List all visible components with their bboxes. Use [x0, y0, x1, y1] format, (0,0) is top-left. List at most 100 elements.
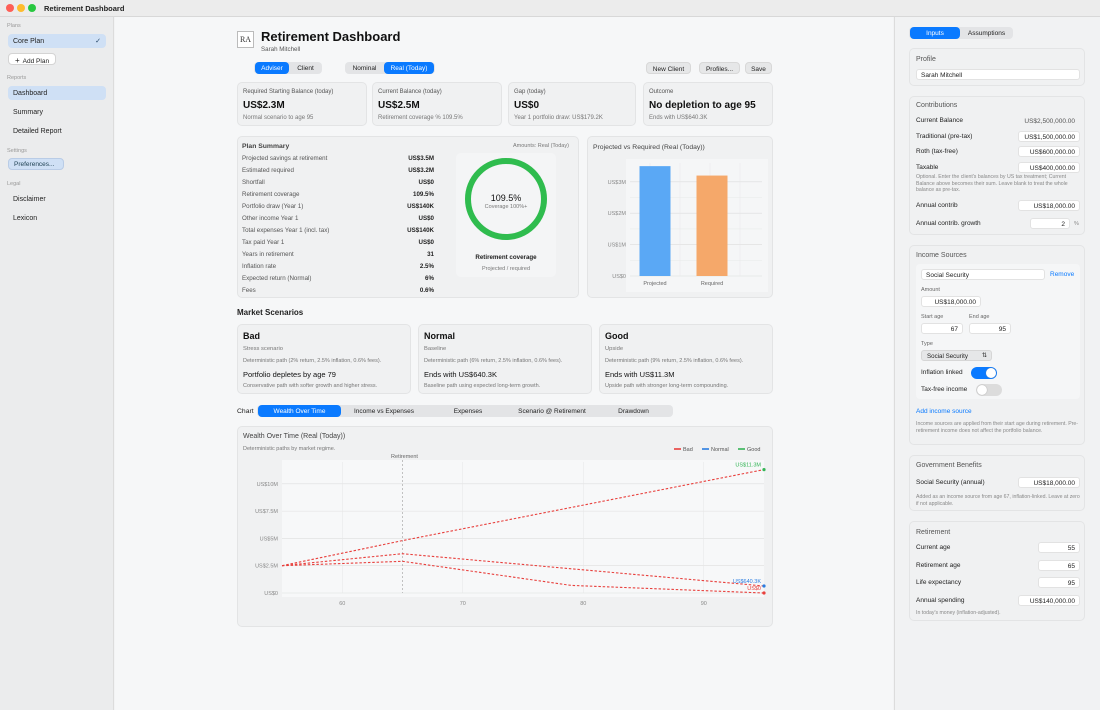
scenario-kind: Stress scenario — [243, 346, 283, 352]
summary-row-label: Estimated required — [242, 167, 294, 174]
social-security-label: Social Security (annual) — [916, 479, 985, 486]
contribution-field[interactable]: US$400,000.00 — [1018, 161, 1080, 173]
retirement-field[interactable]: 65 — [1038, 559, 1080, 571]
scenario-path: Deterministic path (6% return, 2.5% infl… — [424, 358, 563, 364]
scenario-result: Ends with US$11.3M — [605, 370, 675, 379]
sidebar-item-disclaimer[interactable]: Disclaimer — [13, 196, 46, 203]
retirement-label: Retirement age — [916, 561, 961, 569]
section-settings: Settings — [7, 148, 27, 154]
tab-wealth-over-time[interactable]: Wealth Over Time — [258, 405, 341, 417]
contribution-field[interactable]: US$1,500,000.00 — [1018, 130, 1080, 142]
end-label-normal: US$640.3K — [733, 579, 761, 585]
inflation-linked-toggle[interactable] — [971, 367, 997, 379]
income-note: Income sources are applied from their st… — [916, 421, 1079, 434]
y-tick-label: US$0 — [612, 274, 626, 280]
sidebar-item-lexicon[interactable]: Lexicon — [13, 215, 38, 222]
scenario-desc: Conservative path with softer growth and… — [243, 383, 378, 389]
y-tick-label: US$10M — [257, 482, 279, 488]
legend-label: Good — [747, 447, 760, 453]
tab-drawdown[interactable]: Drawdown — [618, 408, 649, 415]
tab-nominal[interactable]: Nominal — [352, 65, 377, 72]
legend-label: Normal — [711, 447, 729, 453]
profile-name-field[interactable]: Sarah Mitchell — [916, 69, 1080, 80]
y-tick-label: US$7.5M — [255, 509, 278, 515]
scenario-path: Deterministic path (2% return, 2.5% infl… — [243, 358, 382, 364]
social-security-field[interactable]: US$18,000.00 — [1018, 477, 1080, 488]
tab-assumptions[interactable]: Assumptions — [967, 30, 1006, 37]
tab-real-today[interactable]: Real (Today) — [384, 62, 434, 74]
contributions-note: Optional. Enter the client's balances by… — [916, 174, 1068, 193]
summary-row: Total expenses Year 1 (incl. tax) US$140K — [242, 227, 434, 239]
checkmark-icon: ✓ — [95, 38, 101, 45]
tab-adviser[interactable]: Adviser — [255, 62, 289, 74]
stat-sub: Retirement coverage % 109.5% — [378, 115, 463, 121]
summary-row: Fees 0.6% — [242, 287, 434, 299]
start-age-field[interactable]: 67 — [921, 323, 963, 334]
retirement-field[interactable]: 55 — [1038, 542, 1080, 553]
contribution-label: Taxable — [916, 163, 939, 171]
annual-contrib-field[interactable]: US$18,000.00 — [1018, 200, 1080, 211]
amount-label: Amount — [921, 287, 940, 293]
legend-item-bad: Bad — [674, 447, 693, 453]
add-plan-button[interactable]: + Add Plan — [8, 53, 57, 65]
section-plans: Plans — [7, 23, 21, 29]
new-client-button[interactable]: New Client — [646, 62, 691, 74]
projected-vs-required-card: Projected vs Required (Real (Today)) US$… — [587, 136, 773, 298]
save-button[interactable]: Save — [745, 62, 772, 74]
gauge-caption: Projected / required — [482, 266, 530, 272]
remove-source-link[interactable]: Remove — [1050, 271, 1075, 278]
amounts-note: Amounts: Real (Today) — [513, 143, 569, 149]
main-content: RA Retirement Dashboard Sarah Mitchell A… — [115, 17, 893, 710]
series-endpoint-normal — [762, 584, 766, 588]
bar-required — [696, 175, 728, 276]
retirement-label: Retirement — [391, 454, 418, 460]
wealth-chart: US$10M US$7.5M US$5M US$2.5M US$0 60 70 80 90 Ret… — [255, 447, 766, 607]
tab-inputs[interactable]: Inputs — [910, 27, 960, 39]
tab-client[interactable]: Client — [297, 65, 314, 72]
scenario-name: Good — [605, 331, 629, 341]
close-window-button[interactable] — [6, 4, 14, 12]
type-select-value: Social Security — [927, 353, 968, 360]
gauge-arc — [465, 158, 547, 240]
minimize-window-button[interactable] — [17, 4, 25, 12]
contribution-field[interactable]: US$600,000.00 — [1018, 146, 1080, 157]
summary-row-value: 31 — [427, 251, 434, 258]
y-tick-label: US$1M — [608, 243, 627, 249]
preferences-button[interactable]: Preferences... — [8, 158, 64, 170]
annual-growth-field[interactable]: 2 — [1030, 218, 1070, 229]
profiles-button[interactable]: Profiles... — [699, 62, 740, 74]
tab-expenses[interactable]: Expenses — [453, 408, 483, 415]
series-line-normal — [281, 553, 765, 587]
income-sources-title: Income Sources — [916, 252, 967, 259]
summary-row-label: Retirement coverage — [242, 191, 300, 198]
type-select[interactable]: Social Security ⇅ — [921, 350, 992, 361]
sidebar-item-dashboard[interactable]: Dashboard — [8, 86, 106, 100]
legend-label: Bad — [683, 447, 693, 453]
zoom-window-button[interactable] — [28, 4, 36, 12]
inspector-panel: Inputs Assumptions Profile Sarah Mitchel… — [894, 17, 1100, 710]
wealth-chart-title: Wealth Over Time (Real (Today)) — [243, 433, 346, 440]
sidebar-item-core-plan[interactable]: Core Plan ✓ — [8, 34, 106, 48]
x-tick-label: 70 — [460, 601, 466, 607]
end-age-field[interactable]: 95 — [969, 323, 1011, 334]
retirement-field[interactable]: 95 — [1038, 577, 1080, 588]
government-benefits-title: Government Benefits — [916, 462, 982, 469]
summary-row-value: 6% — [425, 275, 434, 282]
summary-row-label: Years in retirement — [242, 251, 294, 258]
sidebar-item-detailed-report[interactable]: Detailed Report — [13, 128, 62, 135]
amount-field[interactable]: US$18,000.00 — [921, 296, 981, 307]
contribution-field[interactable]: US$2,500,000.00 — [1024, 118, 1075, 125]
sidebar-item-summary[interactable]: Summary — [13, 109, 43, 116]
tab-scenario-at-retirement[interactable]: Scenario @ Retirement — [518, 408, 586, 415]
tax-free-label: Tax-free income — [921, 386, 968, 393]
stat-label: Current Balance (today) — [378, 89, 442, 95]
chevron-updown-icon: ⇅ — [981, 353, 987, 359]
government-note: Added as an income source from age 67, i… — [916, 494, 1080, 507]
tax-free-toggle[interactable] — [976, 384, 1002, 396]
add-income-source-link[interactable]: Add income source — [916, 408, 972, 415]
retirement-field[interactable]: US$140,000.00 — [1018, 594, 1080, 606]
source-name-field[interactable]: Social Security — [921, 269, 1045, 280]
tab-income-vs-expenses[interactable]: Income vs Expenses — [354, 408, 414, 415]
stat-label: Outcome — [649, 89, 674, 95]
summary-row: Years in retirement 31 — [242, 251, 434, 263]
